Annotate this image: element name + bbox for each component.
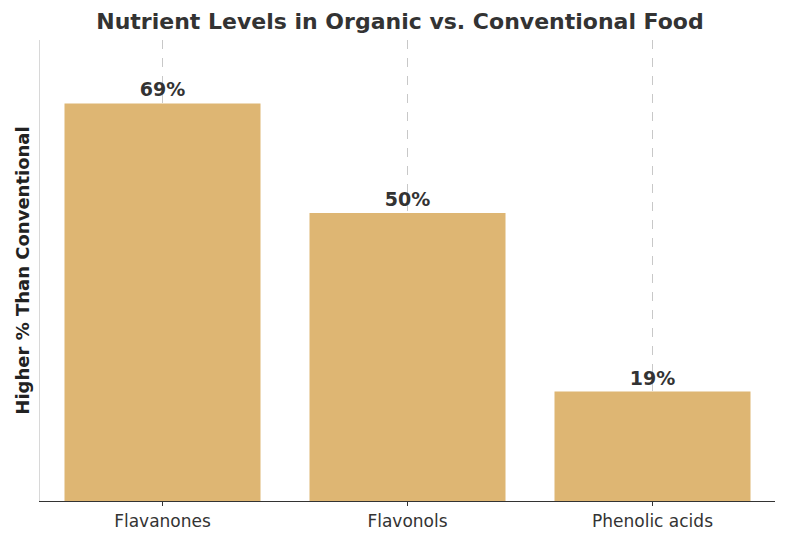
svg-text:69%: 69% <box>140 78 185 100</box>
svg-text:50%: 50% <box>385 188 430 210</box>
svg-text:Flavanones: Flavanones <box>114 511 211 531</box>
svg-text:Flavonols: Flavonols <box>367 511 447 531</box>
svg-text:Phenolic acids: Phenolic acids <box>592 511 713 531</box>
svg-text:19%: 19% <box>630 367 675 389</box>
svg-text:Nutrient Levels in Organic vs.: Nutrient Levels in Organic vs. Conventio… <box>96 9 703 34</box>
svg-text:Higher % Than Conventional: Higher % Than Conventional <box>12 126 33 414</box>
